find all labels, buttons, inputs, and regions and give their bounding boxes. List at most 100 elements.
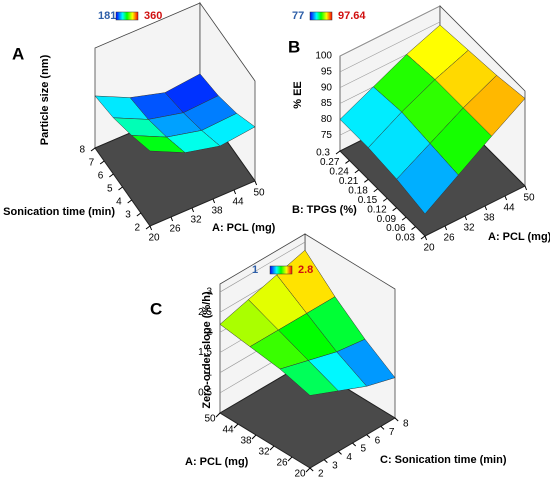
y-tick-label: 2 <box>134 223 140 234</box>
x-tick <box>524 185 528 191</box>
x-tick <box>424 235 428 241</box>
x-tick-label: 38 <box>240 436 252 447</box>
x-tick-label: 26 <box>169 224 181 235</box>
y-tick-label: 0.27 <box>320 157 340 168</box>
x-tick <box>269 445 275 451</box>
colorbar <box>269 265 293 275</box>
colorbar-max: 2.8 <box>298 264 313 276</box>
x-tick-label: 20 <box>148 233 160 244</box>
x-tick-label: 44 <box>222 425 234 436</box>
y-tick-label: 4 <box>116 197 122 208</box>
y-tick <box>373 188 379 193</box>
x-tick <box>170 216 174 222</box>
y-tick-label: 8 <box>79 145 85 156</box>
colorbar <box>115 11 139 21</box>
x-tick <box>191 207 195 213</box>
x-tick <box>233 423 239 429</box>
y-tick <box>335 150 341 155</box>
x-axis-label: A: PCL (mg) <box>488 231 550 243</box>
z-tick-label: 1 <box>206 367 212 378</box>
x-tick <box>251 434 257 440</box>
x-tick <box>464 215 468 221</box>
z-axis-label: Particle size (nm) <box>39 54 51 145</box>
z-tick-label: 100 <box>315 51 332 62</box>
surface-cell <box>279 360 339 396</box>
y-axis-label: C: Sonication time (min) <box>0 206 115 218</box>
z-tick-label: 3 <box>206 287 212 298</box>
y-tick <box>109 173 114 178</box>
y-tick <box>145 225 151 230</box>
y-tick <box>127 199 132 204</box>
y-axis-label: C: Sonication time (min) <box>380 454 507 466</box>
colorbar <box>309 11 333 21</box>
y-tick <box>99 160 105 165</box>
x-tick <box>305 467 311 473</box>
x-tick-label: 20 <box>423 243 435 254</box>
z-grid-line <box>339 5 441 57</box>
y-axis-label: B: TPGS (%) <box>292 204 357 216</box>
y-tick <box>392 207 397 212</box>
y-tick <box>345 160 350 164</box>
y-tick-label: 0.24 <box>329 167 349 178</box>
y-tick <box>352 442 357 447</box>
y-tick-label: 4 <box>346 452 352 463</box>
x-tick <box>215 412 221 418</box>
y-tick <box>366 434 371 439</box>
y-tick-label: 0.3 <box>316 148 330 159</box>
colorbar-max: 360 <box>144 10 162 22</box>
y-tick-label: 2 <box>318 469 324 479</box>
z-tick-label: 1.5 <box>198 347 212 358</box>
y-tick-label: 8 <box>403 419 409 430</box>
y-tick-label: 6 <box>98 171 104 182</box>
surface-cell <box>396 143 459 215</box>
y-tick-label: 5 <box>361 444 367 455</box>
z-tick-label: 2.5 <box>198 307 212 318</box>
colorbar-min: 1 <box>252 264 258 276</box>
x-tick-label: 32 <box>463 223 475 234</box>
y-tick <box>354 169 360 174</box>
panel-letter: A <box>12 44 24 63</box>
y-tick-label: 0.03 <box>396 233 416 244</box>
z-axis-label: % EE <box>292 81 304 109</box>
y-tick-label: 3 <box>332 460 338 471</box>
y-tick-label: 0.15 <box>358 195 378 206</box>
z-tick-label: 2 <box>206 327 212 338</box>
x-tick <box>287 456 293 462</box>
z-axis-label: Zero-order slope (%/h) <box>201 291 213 409</box>
colorbar-min: 181 <box>98 10 116 22</box>
surface-cell <box>130 135 186 153</box>
panel: 20 26 32 38 44 50 0.030.060.090.120.150.180.21… <box>288 5 550 254</box>
colorbar-max: 97.64 <box>338 10 366 22</box>
y-tick <box>411 226 416 230</box>
y-tick <box>90 147 96 152</box>
x-tick-label: 32 <box>258 447 270 458</box>
y-tick <box>380 425 385 430</box>
x-tick <box>149 225 153 231</box>
y-tick <box>309 467 314 472</box>
x-tick-label: 50 <box>204 414 216 425</box>
y-tick-label: 0.21 <box>339 176 359 187</box>
x-tick-label: 44 <box>232 197 244 208</box>
y-tick-label: 7 <box>89 158 95 169</box>
y-tick <box>323 459 328 464</box>
y-tick <box>394 417 399 422</box>
x-tick-label: 20 <box>294 469 306 479</box>
y-tick <box>118 186 123 191</box>
y-tick <box>420 235 426 240</box>
x-tick-label: 32 <box>190 215 202 226</box>
z-tick-label: 0.5 <box>198 387 212 398</box>
x-tick <box>254 180 258 186</box>
y-tick-label: 0.06 <box>386 223 406 234</box>
z-tick-label: 80 <box>321 114 333 125</box>
x-tick <box>484 205 488 211</box>
y-tick-label: 7 <box>389 427 395 438</box>
x-tick-label: 38 <box>211 206 223 217</box>
x-tick-label: 44 <box>503 203 515 214</box>
y-tick-label: 6 <box>375 435 381 446</box>
y-tick <box>401 216 407 221</box>
y-tick-label: 0.12 <box>367 204 387 215</box>
y-tick-label: 5 <box>107 184 113 195</box>
